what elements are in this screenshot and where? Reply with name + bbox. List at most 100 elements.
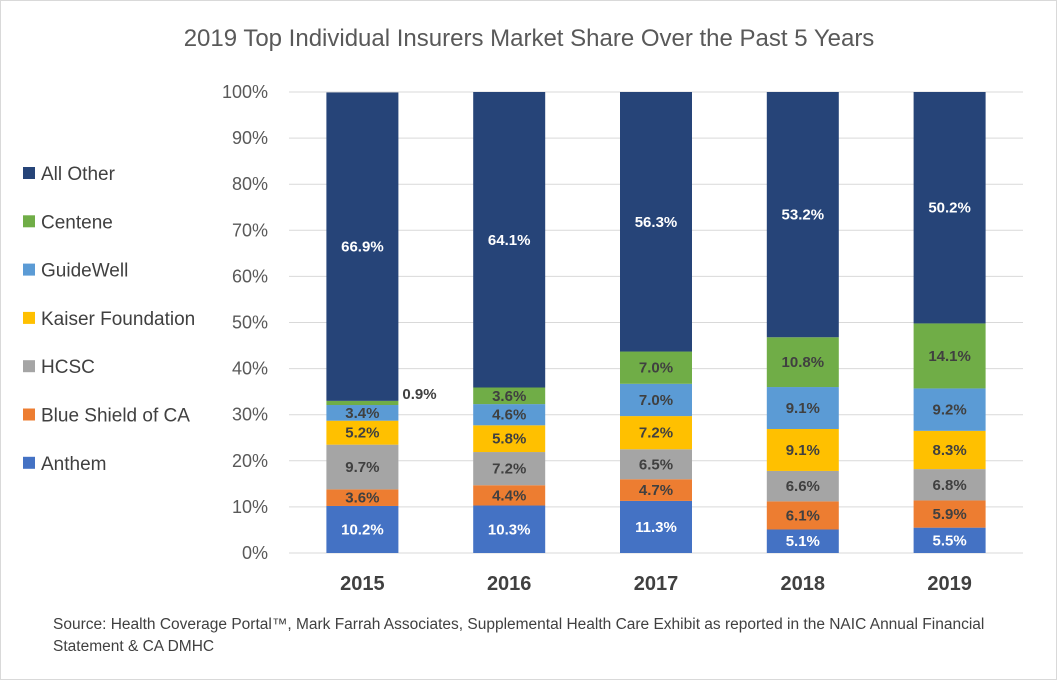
data-label: 66.9% — [341, 239, 384, 256]
data-label: 9.1% — [786, 400, 820, 417]
bar-segment — [473, 485, 546, 506]
data-label: 5.9% — [932, 506, 966, 523]
x-tick-label: 2017 — [634, 573, 679, 595]
bar-segment — [326, 444, 399, 490]
data-label: 53.2% — [782, 207, 825, 224]
data-label: 64.1% — [488, 232, 531, 249]
y-tick-label: 10% — [232, 497, 268, 517]
data-label: 6.1% — [786, 507, 820, 524]
data-label: 50.2% — [928, 200, 971, 217]
x-tick-label: 2015 — [340, 573, 385, 595]
bar-segment — [766, 428, 839, 471]
bar-segment — [913, 527, 986, 553]
data-label: 7.2% — [492, 461, 526, 478]
bar-segment — [913, 323, 986, 389]
data-label: 4.7% — [639, 482, 673, 499]
y-tick-label: 30% — [232, 405, 268, 425]
y-tick-label: 100% — [222, 82, 268, 102]
data-label: 6.6% — [786, 478, 820, 495]
bar-segment — [326, 400, 399, 406]
data-label: 4.6% — [492, 407, 526, 424]
data-label: 5.1% — [786, 533, 820, 550]
legend-label: Centene — [41, 212, 113, 233]
data-label: 5.2% — [345, 425, 379, 442]
bar-segment — [620, 479, 692, 501]
bar-segment — [913, 388, 986, 431]
bar-segment — [620, 351, 692, 384]
bar-segment — [473, 505, 546, 553]
bar-segment — [473, 92, 546, 388]
legend-swatch — [23, 263, 35, 276]
data-label: 9.1% — [786, 442, 820, 459]
legend-label: Kaiser Foundation — [41, 309, 195, 330]
bar-segment — [473, 387, 546, 405]
x-tick-label: 2016 — [487, 573, 532, 595]
legend-swatch — [23, 167, 35, 179]
y-tick-label: 20% — [232, 451, 268, 471]
y-tick-label: 0% — [242, 543, 268, 563]
data-label: 56.3% — [635, 214, 678, 231]
data-label: 10.8% — [782, 354, 825, 371]
data-label: 5.8% — [492, 431, 526, 448]
bar-segment — [913, 92, 986, 324]
bar-segment — [766, 529, 839, 553]
bar-segment — [766, 501, 839, 530]
data-label: 5.5% — [932, 532, 966, 549]
data-label: 3.4% — [345, 405, 379, 422]
bar-segment — [620, 500, 692, 553]
data-label: 3.6% — [345, 490, 379, 507]
bar-segment — [620, 92, 692, 352]
bar-segment — [620, 416, 692, 450]
x-axis-categories: 2015 2016 2017 2018 2019 — [340, 573, 972, 595]
chart-title: 2019 Top Individual Insurers Market Shar… — [184, 25, 875, 52]
bar-segment — [766, 470, 839, 502]
data-label: 4.4% — [492, 487, 526, 504]
data-label: 7.0% — [639, 392, 673, 409]
y-tick-label: 80% — [232, 174, 268, 194]
bar-segment — [473, 452, 546, 486]
y-tick-label: 70% — [232, 220, 268, 240]
data-label: 6.8% — [932, 477, 966, 494]
bar-segment — [913, 500, 986, 528]
legend-label: GuideWell — [41, 261, 128, 282]
y-tick-label: 90% — [232, 128, 268, 148]
bar-segment — [620, 449, 692, 480]
bar-segment — [620, 383, 692, 417]
data-label: 10.3% — [488, 521, 531, 538]
data-label: 7.2% — [639, 425, 673, 442]
legend-label: All Other — [41, 164, 116, 185]
bar-segment — [326, 489, 399, 506]
legend-label: Anthem — [41, 454, 106, 475]
data-label: 11.3% — [635, 519, 677, 536]
data-label: 7.0% — [639, 360, 673, 377]
legend-swatch — [23, 408, 35, 421]
source-note: Source: Health Coverage Portal™, Mark Fa… — [53, 616, 985, 655]
y-tick-label: 40% — [232, 359, 268, 379]
y-tick-label: 60% — [232, 266, 268, 286]
bar-segment — [913, 430, 986, 470]
legend-swatch — [23, 360, 35, 373]
bars: 10.2% 3.6% 9.7% 5.2% 3.4% 0.9% 66.9% 10.3% 4.4% 7… — [326, 92, 986, 553]
data-label: 9.7% — [345, 459, 379, 476]
legend: All Other Centene GuideWell Kaiser Foundati… — [23, 164, 195, 475]
legend-swatch — [23, 215, 35, 228]
data-label: 14.1% — [928, 348, 971, 365]
data-label: 10.2% — [341, 521, 384, 538]
data-label: 9.2% — [932, 402, 966, 419]
legend-swatch — [23, 456, 35, 469]
bar-segment — [766, 387, 839, 429]
bar-segment — [913, 469, 986, 501]
bar-segment — [766, 92, 839, 338]
bar-segment — [326, 92, 399, 401]
x-tick-label: 2019 — [927, 573, 972, 595]
bar-segment — [766, 337, 839, 388]
y-axis-ticks: 0% 10% 20% 30% 40% 50% 60% 70% 80% 90% 100% — [222, 82, 268, 563]
data-label: 3.6% — [492, 388, 526, 405]
bar-segment — [326, 420, 399, 445]
bar-segment — [473, 425, 546, 453]
x-tick-label: 2018 — [781, 573, 826, 595]
legend-label: Blue Shield of CA — [41, 406, 190, 427]
data-label: 8.3% — [932, 442, 966, 459]
